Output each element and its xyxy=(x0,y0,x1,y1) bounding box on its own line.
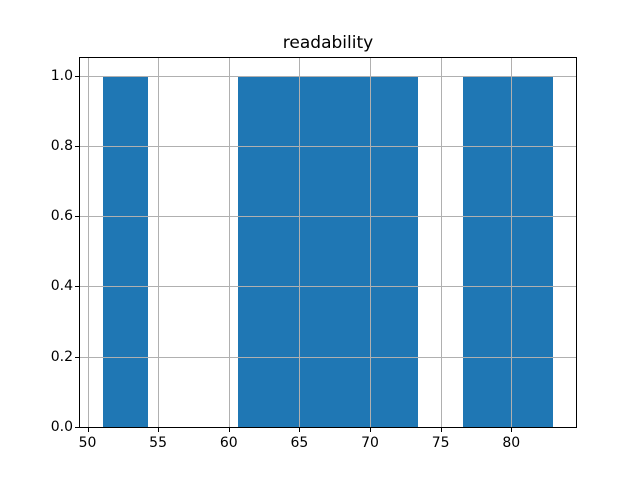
histogram-bar xyxy=(237,75,283,427)
x-tick-label: 55 xyxy=(149,435,168,451)
y-tick-mark xyxy=(75,286,79,288)
y-tick-label: 0.2 xyxy=(50,348,73,365)
x-gridline xyxy=(158,58,160,427)
x-tick-label: 80 xyxy=(502,435,521,451)
y-tick-label: 0.4 xyxy=(50,278,73,295)
y-tick-label: 0.8 xyxy=(50,137,73,154)
y-tick-label: 0.0 xyxy=(50,419,73,435)
x-gridline xyxy=(228,58,230,427)
x-gridline xyxy=(87,58,89,427)
histogram-bar xyxy=(508,75,554,427)
x-tick-label: 75 xyxy=(431,435,450,451)
x-tick-label: 65 xyxy=(290,435,309,451)
x-tick-mark xyxy=(158,428,160,432)
x-gridline xyxy=(370,58,371,427)
y-tick-mark xyxy=(75,75,79,77)
y-tick-mark xyxy=(75,427,79,428)
x-gridline xyxy=(299,58,301,427)
chart-title: readability xyxy=(282,33,374,53)
histogram-bar xyxy=(463,75,509,427)
y-gridline xyxy=(80,356,576,358)
histogram-bar xyxy=(282,75,328,427)
x-tick-mark xyxy=(511,428,513,432)
y-tick-mark xyxy=(75,216,79,218)
y-tick-mark xyxy=(75,356,79,358)
x-tick-label: 70 xyxy=(361,435,379,451)
histogram-bar xyxy=(327,75,373,427)
x-tick-mark xyxy=(370,428,371,432)
y-tick-label: 0.6 xyxy=(50,208,73,225)
x-tick-mark xyxy=(228,428,230,432)
y-gridline xyxy=(80,427,576,428)
histogram-bar xyxy=(373,75,419,427)
y-tick-label: 1.0 xyxy=(50,67,73,84)
histogram-bar xyxy=(102,75,148,427)
y-tick-mark xyxy=(75,145,79,147)
x-gridline xyxy=(440,58,442,427)
x-tick-label: 60 xyxy=(219,435,238,451)
y-gridline xyxy=(80,75,576,77)
x-gridline xyxy=(511,58,513,427)
x-tick-label: 50 xyxy=(78,435,97,451)
y-gridline xyxy=(80,145,576,147)
x-tick-mark xyxy=(87,428,89,432)
plot-area xyxy=(79,57,577,428)
y-gridline xyxy=(80,286,576,288)
x-tick-mark xyxy=(440,428,442,432)
y-gridline xyxy=(80,216,576,218)
x-tick-mark xyxy=(299,428,301,432)
